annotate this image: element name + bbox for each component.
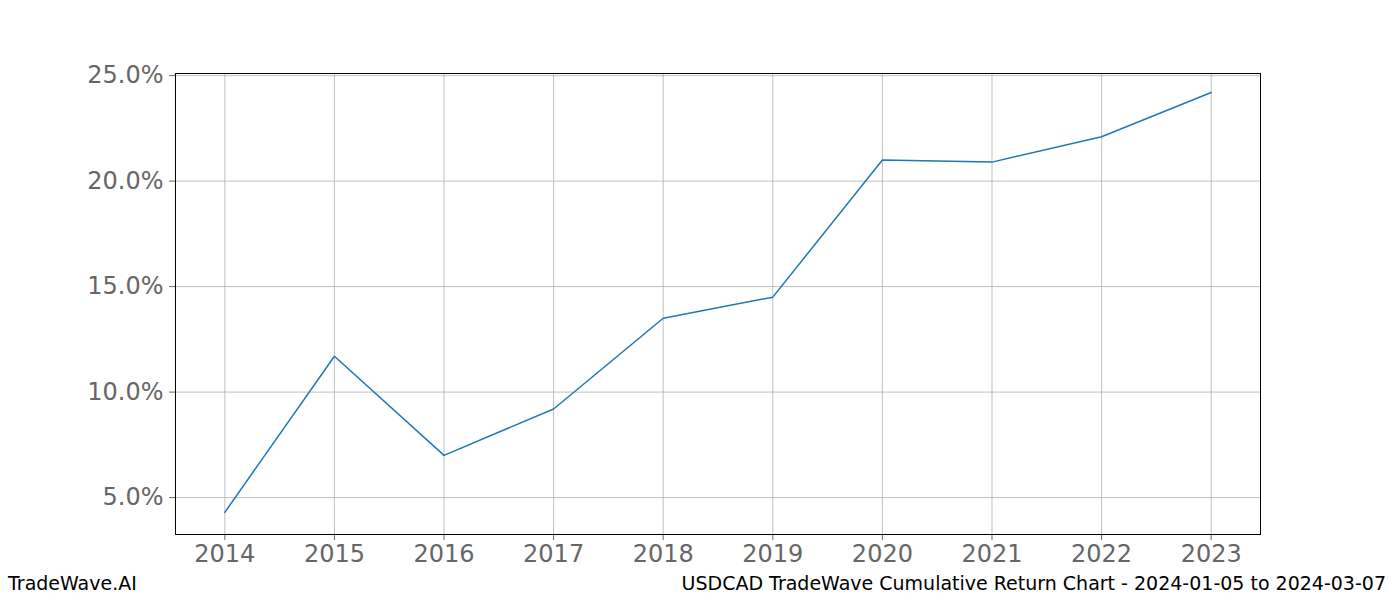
svg-text:25.0%: 25.0% [87, 61, 163, 89]
svg-text:5.0%: 5.0% [103, 483, 164, 511]
svg-text:2015: 2015 [304, 540, 365, 568]
svg-text:2018: 2018 [633, 540, 694, 568]
svg-text:2023: 2023 [1181, 540, 1242, 568]
svg-text:2017: 2017 [523, 540, 584, 568]
svg-text:2022: 2022 [1071, 540, 1132, 568]
svg-text:20.0%: 20.0% [87, 167, 163, 195]
svg-text:15.0%: 15.0% [87, 272, 163, 300]
html-text:USDCAD TradeWave Cumulative Re: USDCAD TradeWave Cumulative Return Chart… [681, 572, 1386, 594]
svg-text:2014: 2014 [194, 540, 255, 568]
svg-text:2016: 2016 [413, 540, 474, 568]
svg-text:2019: 2019 [742, 540, 803, 568]
svg-text:2021: 2021 [961, 540, 1022, 568]
svg-text:10.0%: 10.0% [87, 378, 163, 406]
html-text:TradeWave.AI: TradeWave.AI [8, 572, 137, 594]
svg-text:2020: 2020 [852, 540, 913, 568]
